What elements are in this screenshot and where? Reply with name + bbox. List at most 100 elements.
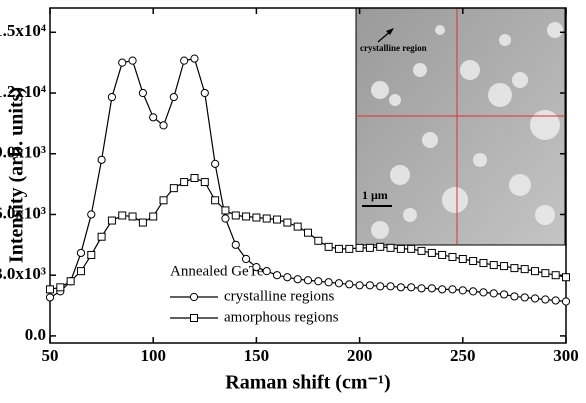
inset-image xyxy=(355,7,566,246)
data-point xyxy=(386,282,395,291)
data-point xyxy=(551,296,560,305)
inset-annotation: crystalline region xyxy=(360,43,427,53)
data-point xyxy=(551,271,560,280)
x-axis-label: Raman shift (cm⁻¹) xyxy=(225,372,390,394)
data-point xyxy=(221,206,230,215)
data-point xyxy=(448,285,457,294)
data-point xyxy=(231,240,240,249)
data-point xyxy=(231,211,240,220)
data-point xyxy=(458,254,467,263)
data-point xyxy=(128,212,137,221)
data-point xyxy=(262,267,271,276)
data-point xyxy=(500,262,509,271)
data-point xyxy=(128,56,137,65)
data-point xyxy=(293,275,302,284)
data-point xyxy=(200,178,209,187)
data-point xyxy=(97,155,106,164)
data-point xyxy=(479,259,488,268)
data-point xyxy=(531,267,540,276)
x-tick-label: 250 xyxy=(450,346,476,365)
data-point xyxy=(489,289,498,298)
data-point xyxy=(211,159,220,168)
y-tick-label: 1.5x10⁴ xyxy=(0,21,46,40)
data-point xyxy=(107,216,116,225)
data-point xyxy=(45,293,55,302)
data-point xyxy=(118,211,127,220)
data-point xyxy=(324,242,333,251)
data-point xyxy=(159,196,168,205)
data-point xyxy=(407,283,416,292)
data-point xyxy=(417,284,426,293)
data-point xyxy=(169,92,178,102)
data-point xyxy=(438,285,447,294)
data-point xyxy=(76,267,85,276)
data-point xyxy=(283,273,292,282)
data-point xyxy=(46,285,54,294)
data-point xyxy=(541,269,550,278)
data-point xyxy=(159,121,168,130)
y-tick-label: 0.0 xyxy=(25,325,46,344)
x-tick-label: 300 xyxy=(553,346,579,365)
data-point xyxy=(87,250,96,259)
data-point xyxy=(180,56,189,65)
data-point xyxy=(469,287,478,296)
data-point xyxy=(138,218,147,227)
data-point xyxy=(149,113,158,122)
data-point xyxy=(200,88,209,98)
y-tick-label: 9.0x10³ xyxy=(0,143,46,162)
data-point xyxy=(262,214,271,223)
data-point xyxy=(510,264,519,273)
data-point xyxy=(97,232,106,241)
data-point xyxy=(396,244,405,253)
data-point xyxy=(66,277,75,286)
data-point xyxy=(541,295,550,304)
data-point xyxy=(252,213,261,222)
data-point xyxy=(355,243,364,252)
data-point xyxy=(334,279,344,288)
y-tick-label: 1.2x10⁴ xyxy=(0,82,46,101)
data-point xyxy=(314,236,323,245)
data-point xyxy=(427,284,436,293)
data-point xyxy=(334,244,343,253)
data-point xyxy=(221,214,230,223)
data-point xyxy=(76,248,86,258)
data-point xyxy=(345,244,354,253)
data-point xyxy=(118,58,127,67)
data-point xyxy=(56,283,65,292)
legend-label: amorphous regions xyxy=(224,309,339,325)
data-point xyxy=(190,174,199,183)
data-point xyxy=(304,228,312,237)
data-point xyxy=(272,271,282,280)
data-point xyxy=(345,280,354,289)
data-point xyxy=(510,292,519,301)
data-point xyxy=(376,242,385,251)
data-point xyxy=(283,218,292,227)
y-axis-label: Intensity (arb. units) xyxy=(6,87,28,263)
data-point xyxy=(242,212,251,221)
x-tick-label: 100 xyxy=(140,346,166,365)
data-point xyxy=(241,254,251,264)
data-point xyxy=(169,184,178,193)
y-tick-label: 3.0x10³ xyxy=(0,264,46,283)
y-tick-label: 6.0x10³ xyxy=(0,203,46,222)
data-point xyxy=(489,261,498,270)
data-point xyxy=(190,54,199,63)
scale-bar-label: 1 μm xyxy=(362,188,388,202)
legend-marker xyxy=(189,292,199,302)
data-point xyxy=(293,222,302,231)
legend-title: Annealed GeTe xyxy=(170,263,264,279)
data-point xyxy=(499,290,509,299)
data-point xyxy=(438,250,447,259)
data-point xyxy=(87,210,96,219)
data-point xyxy=(211,196,220,205)
data-point xyxy=(180,178,189,187)
data-point xyxy=(469,257,478,266)
data-point xyxy=(273,215,282,224)
data-point xyxy=(417,246,426,255)
data-point xyxy=(386,243,395,252)
data-point xyxy=(324,278,333,287)
data-point xyxy=(448,252,457,261)
data-point xyxy=(530,294,540,303)
data-point xyxy=(138,88,147,98)
data-point xyxy=(376,282,385,291)
